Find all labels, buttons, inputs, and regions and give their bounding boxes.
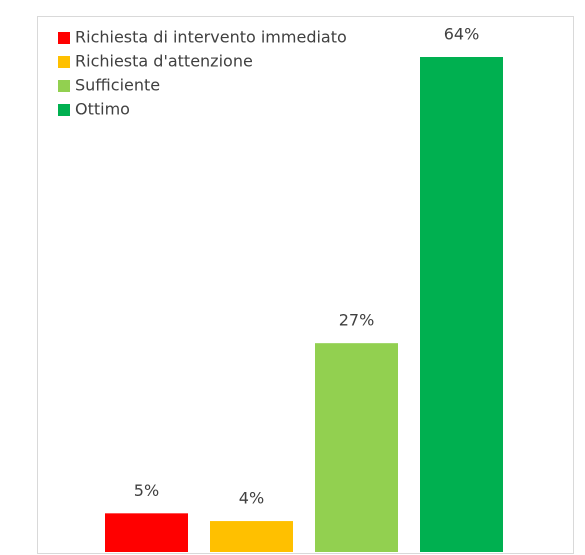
legend-swatch bbox=[58, 56, 70, 68]
data-label: 4% bbox=[239, 489, 264, 508]
data-label: 64% bbox=[444, 25, 480, 44]
data-label: 27% bbox=[339, 311, 375, 330]
legend-swatch bbox=[58, 32, 70, 44]
data-label: 5% bbox=[134, 481, 159, 500]
legend-swatch bbox=[58, 104, 70, 116]
bar bbox=[315, 343, 398, 552]
legend-label: Richiesta di intervento immediato bbox=[75, 28, 347, 47]
bar bbox=[210, 521, 293, 552]
bar bbox=[105, 513, 188, 552]
legend-label: Sufficiente bbox=[75, 76, 160, 95]
legend-label: Richiesta d'attenzione bbox=[75, 52, 253, 71]
bar bbox=[420, 57, 503, 552]
legend-label: Ottimo bbox=[75, 100, 130, 119]
legend-swatch bbox=[58, 80, 70, 92]
